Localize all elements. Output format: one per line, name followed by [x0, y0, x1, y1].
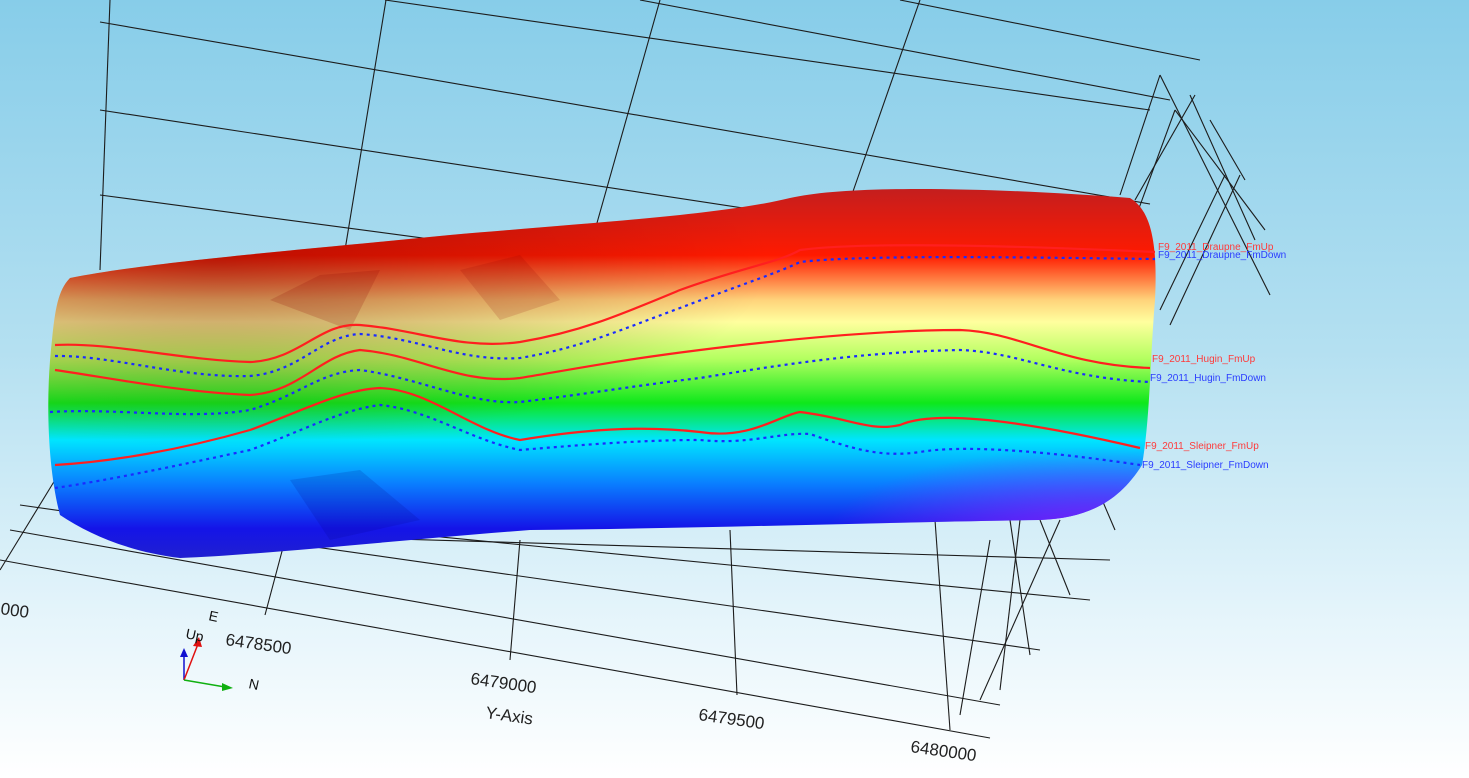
east-arrow-icon: [193, 637, 202, 647]
axis-tick-labels: 000 6478500 6479000 6479500 6480000 Y-Ax…: [0, 599, 978, 765]
horizon-sleipner-up: [54, 386, 1141, 467]
horizon-draupne-down: [54, 256, 1156, 378]
horizon-label-draupne-up: F9_2011_Draupne_FmUp: [1158, 242, 1274, 253]
tick-label: 6480000: [909, 737, 977, 765]
horizon-label-draupne-down: F9_2011_Draupne_FmDown: [1158, 250, 1286, 261]
grid-lines: [0, 0, 1271, 739]
triad-east-label: E: [207, 607, 219, 625]
horizon-sleipner-down: [54, 403, 1141, 490]
tick-label: 6478500: [224, 630, 292, 658]
horizon-label-hugin-down: F9_2011_Hugin_FmDown: [1150, 373, 1266, 384]
tick-label: 6479000: [469, 669, 537, 697]
horizon-hugin-down: [49, 348, 1151, 416]
tick-label: 000: [0, 599, 30, 622]
horizon-label-sleipner-up: F9_2011_Sleipner_FmUp: [1145, 441, 1259, 452]
orientation-triad: Up E N: [180, 607, 261, 693]
tick-label: 6479500: [697, 705, 765, 733]
up-arrow-icon: [180, 648, 188, 657]
horizon-hugin-up: [54, 328, 1151, 397]
triad-up-label: Up: [184, 625, 205, 644]
model-surface[interactable]: [48, 188, 1156, 558]
y-axis-title: Y-Axis: [484, 703, 534, 728]
horizon-label-hugin-up: F9_2011_Hugin_FmUp: [1152, 354, 1256, 365]
horizon-lines: [49, 244, 1156, 490]
horizon-label-sleipner-down: F9_2011_Sleipner_FmDown: [1142, 460, 1269, 471]
horizon-labels: F9_2011_Draupne_FmUp F9_2011_Draupne_FmD…: [1142, 242, 1286, 471]
north-arrow-icon: [222, 683, 233, 691]
triad-north-label: N: [247, 675, 260, 693]
horizon-draupne-up: [54, 244, 1156, 364]
